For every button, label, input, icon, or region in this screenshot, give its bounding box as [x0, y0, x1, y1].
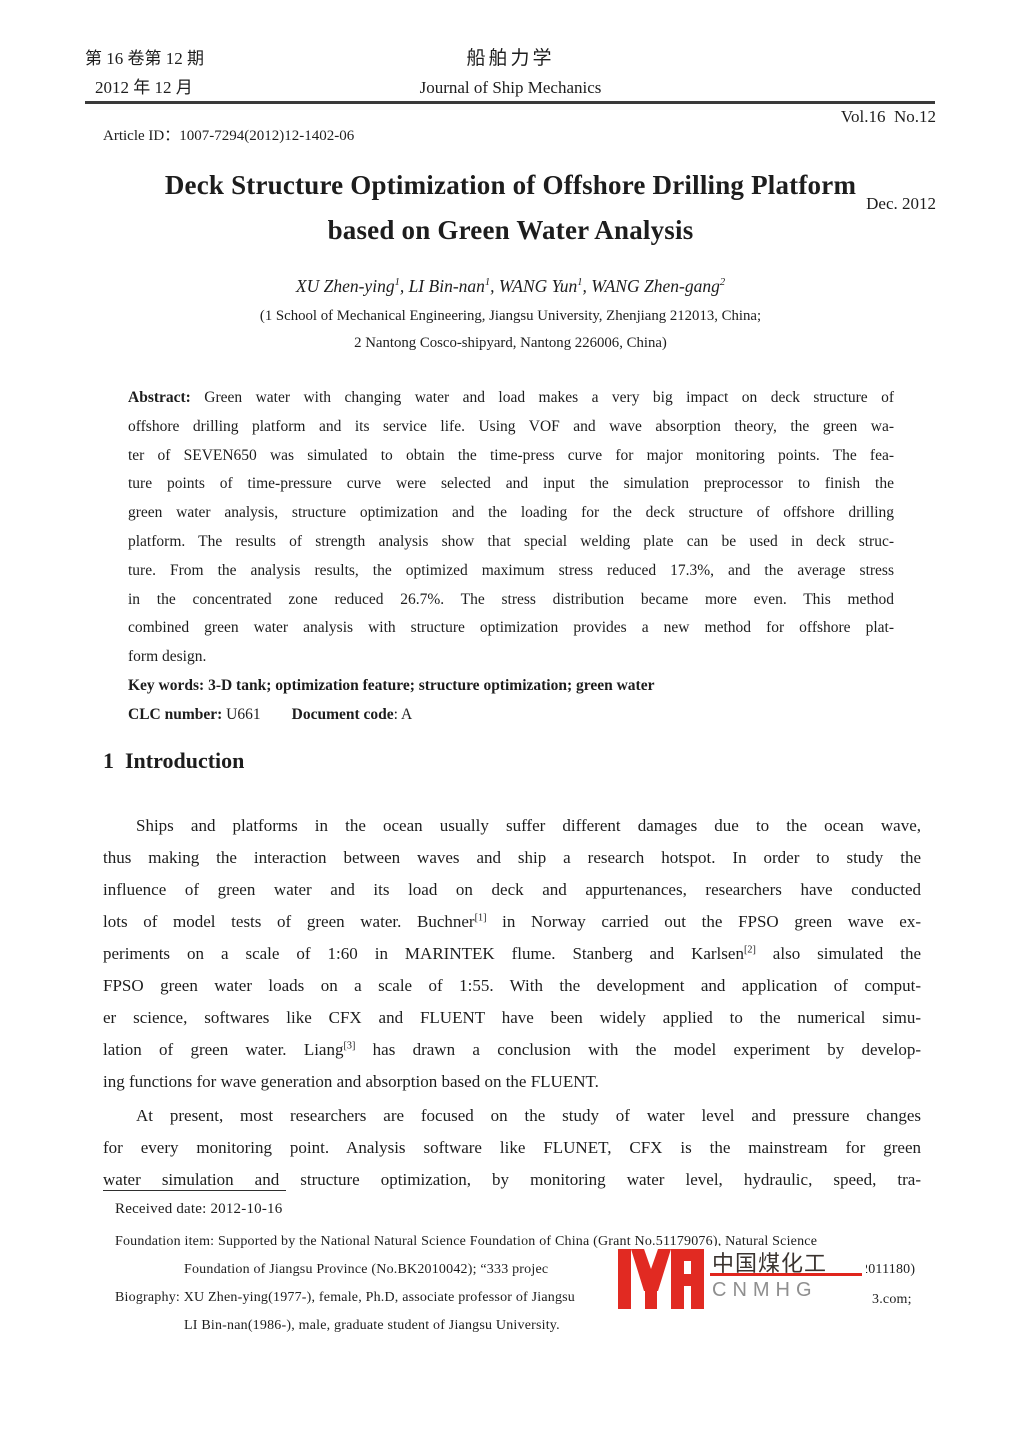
header-volume-info-en: Vol.16 No.12 Dec. 2012 [841, 44, 936, 276]
text-line: Ships and platforms in the ocean usually… [136, 816, 921, 835]
text-line: form design. [128, 648, 207, 666]
intro-paragraph-2: At present, most researchers are focused… [103, 1100, 921, 1196]
text-line: ture. From the analysis results, the opt… [128, 561, 894, 579]
text-line: Abstract: Green water with changing wate… [128, 389, 894, 406]
header-issue-info: 第 16 卷第 12 期 2012 年 12 月 [85, 44, 204, 102]
text-line: platform. The results of strength analys… [128, 532, 894, 550]
journal-title-cn: 船舶力学 [466, 48, 555, 69]
received-date: Received date: 2012-10-16 [115, 1201, 283, 1217]
header-rule [85, 101, 935, 104]
biography-line1-tail: 3.com; [872, 1292, 912, 1307]
cnmhg-logo-icon [618, 1249, 704, 1309]
intro-paragraph-1: Ships and platforms in the ocean usually… [103, 810, 921, 1098]
footnote-separator [103, 1190, 286, 1191]
text-line: ter of SEVEN650 was simulated to obtain … [128, 446, 894, 464]
text-line: influence of green water and its load on… [103, 880, 921, 899]
header-journal-name: 船舶力学 Journal of Ship Mechanics [0, 44, 1021, 102]
text-line: thus making the interaction between wave… [103, 848, 921, 867]
article-id: Article ID：1007-7294(2012)12-1402-06 [103, 128, 355, 144]
watermark-underline [710, 1273, 862, 1276]
text-line: combined green water analysis with struc… [128, 619, 894, 637]
affiliation-1: (1 School of Mechanical Engineering, Jia… [259, 308, 762, 324]
text-line: ture points of time-pressure curve were … [128, 475, 894, 493]
journal-title-en: Journal of Ship Mechanics [419, 78, 602, 97]
header-volume-issue-cn: 第 16 卷第 12 期 [85, 49, 204, 68]
header-date-cn: 2012 年 12 月 [95, 78, 193, 97]
text-line: in the concentrated zone reduced 26.7%. … [128, 590, 894, 608]
text-line: FPSO green water loads on a scale of 1:5… [103, 976, 921, 995]
text-line: lots of model tests of green water. Buch… [103, 912, 921, 931]
text-line: Key words: 3-D tank; optimization featur… [128, 676, 655, 694]
text-line: er science, softwares like CFX and FLUEN… [103, 1008, 921, 1027]
abstract-block: Abstract: Green water with changing wate… [128, 384, 894, 730]
text-line: lation of green water. Liang[3] has draw… [103, 1040, 921, 1059]
foundation-item-line2-tail: 2011180) [861, 1262, 916, 1277]
affiliation-2: 2 Nantong Cosco-shipyard, Nantong 226006… [354, 335, 667, 351]
text-line: CLC number: U661 Document code: A [128, 705, 413, 723]
text-line: for every monitoring point. Analysis sof… [103, 1138, 921, 1157]
authors-line: XU Zhen-ying1, LI Bin-nan1, WANG Yun1, W… [295, 276, 726, 296]
foundation-item-line1: Foundation item: Supported by the Nation… [115, 1234, 818, 1249]
foundation-item-line2: Foundation of Jiangsu Province (No.BK201… [184, 1262, 549, 1277]
section-1-heading: 1 Introduction [103, 748, 245, 773]
page-title-line1: Deck Structure Optimization of Offshore … [164, 170, 857, 200]
biography-line2: LI Bin-nan(1986-), male, graduate studen… [184, 1318, 560, 1333]
text-line: periments on a scale of 1:60 in MARINTEK… [103, 944, 921, 963]
text-line: At present, most researchers are focused… [136, 1106, 921, 1125]
text-line: ing functions for wave generation and ab… [103, 1072, 599, 1091]
watermark-text-en: CNMHG [712, 1279, 818, 1301]
text-line: water simulation and structure optimizat… [103, 1170, 921, 1189]
header-date-en: Dec. 2012 [866, 194, 936, 213]
header-vol-no: Vol.16 No.12 [840, 107, 936, 126]
watermark-box: 中国煤化工 CNMHG [616, 1246, 866, 1314]
page-title-line2: based on Green Water Analysis [327, 215, 694, 245]
text-line: green water analysis, structure optimiza… [128, 504, 894, 522]
watermark-text-cn: 中国煤化工 [712, 1251, 828, 1276]
text-line: offshore drilling platform and its servi… [128, 417, 894, 435]
biography-line1: Biography: XU Zhen-ying(1977-), female, … [115, 1290, 575, 1305]
